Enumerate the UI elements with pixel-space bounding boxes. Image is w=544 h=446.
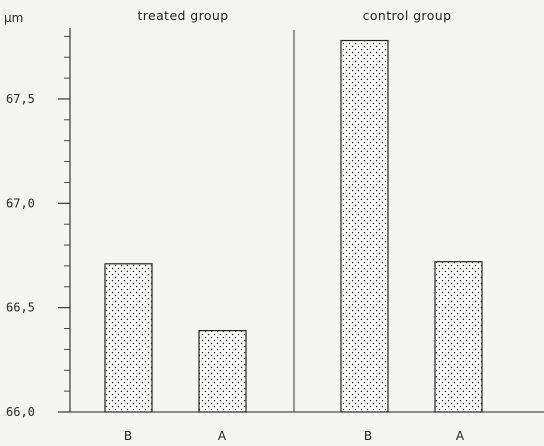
y-tick-label: 67,0 [6, 196, 35, 210]
bar-control-a [434, 261, 483, 413]
x-category-label: A [218, 429, 227, 443]
bar-control-b [340, 39, 389, 413]
bar-treated-b [104, 263, 153, 413]
y-ticks: 66,0 66,5 67,0 67,5 [6, 35, 70, 419]
x-category-label: B [364, 429, 372, 443]
bars [104, 39, 483, 413]
group-title: control group [363, 8, 452, 23]
group-title: treated group [137, 8, 228, 23]
x-category-label: B [124, 429, 132, 443]
group-titles: treated group control group [137, 8, 451, 23]
bar-treated-a [198, 330, 247, 413]
y-tick-label: 66,5 [6, 301, 35, 315]
y-tick-label: 66,0 [6, 405, 35, 419]
y-tick-label: 67,5 [6, 92, 35, 106]
y-unit-label: µm [4, 11, 23, 25]
x-category-label: A [456, 429, 465, 443]
